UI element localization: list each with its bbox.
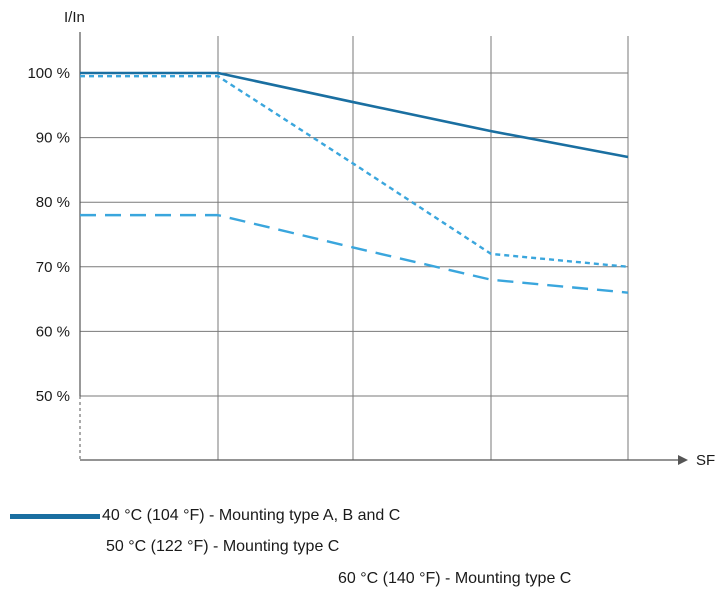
tick-labels: 50 %60 %70 %80 %90 %100 %2 kHz4 kHz8 kHz… xyxy=(27,9,715,469)
legend-label: 60 °C (140 °F) - Mounting type C xyxy=(338,570,572,587)
y-tick-label: 50 % xyxy=(36,388,70,405)
axes xyxy=(79,32,688,465)
series-lines xyxy=(80,71,629,294)
y-tick-label: 60 % xyxy=(36,323,70,340)
legend-item-50c: 50 °C (122 °F) - Mounting type C xyxy=(106,536,339,558)
series-line-1 xyxy=(80,71,629,159)
y-axis-title: I/In xyxy=(64,9,85,26)
legend-swatch-solid xyxy=(10,513,100,519)
derating-chart: 50 %60 %70 %80 %90 %100 %2 kHz4 kHz8 kHz… xyxy=(27,9,715,469)
legend-item-60c: 60 °C (140 °F) - Mounting type C xyxy=(338,568,571,590)
legend-label: 50 °C (122 °F) - Mounting type C xyxy=(106,538,340,555)
legend-item-40c: 40 °C (104 °F) - Mounting type A, B and … xyxy=(10,505,400,527)
y-tick-label: 100 % xyxy=(27,65,70,82)
y-tick-label: 90 % xyxy=(36,130,70,147)
series-line-2 xyxy=(80,213,629,294)
y-tick-label: 80 % xyxy=(36,194,70,211)
series-line-3 xyxy=(80,75,629,268)
legend-label: 40 °C (104 °F) - Mounting type A, B and … xyxy=(102,507,401,524)
x-axis-arrow xyxy=(678,455,688,465)
y-tick-label: 70 % xyxy=(36,259,70,276)
x-axis-title: SF xyxy=(696,452,715,469)
